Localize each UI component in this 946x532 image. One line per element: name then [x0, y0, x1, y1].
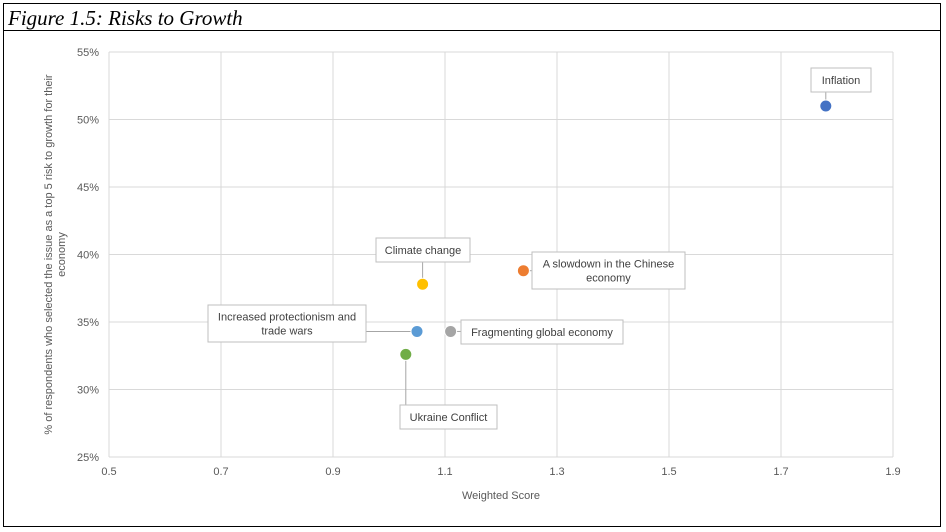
- data-label: Inflation: [822, 75, 861, 87]
- data-callout: A slowdown in the Chinese economy: [531, 251, 686, 290]
- data-callout: Increased protectionism and trade wars: [207, 304, 367, 343]
- scatter-point[interactable]: [516, 264, 530, 278]
- data-label: Climate change: [385, 245, 461, 257]
- scatter-point[interactable]: [416, 277, 430, 291]
- data-callouts: Inflation A slowdown in the Chinese econom…: [207, 67, 872, 430]
- y-tick-label: 55%: [77, 47, 99, 59]
- callout-box: [375, 237, 471, 263]
- scatter-point[interactable]: [444, 324, 458, 338]
- x-tick-label: 1.7: [773, 466, 788, 478]
- y-axis-title-line: % of respondents who selected the issue …: [43, 74, 55, 434]
- x-axis-title: Weighted Score: [462, 490, 540, 502]
- data-callout: Climate change: [375, 237, 471, 263]
- y-tick-label: 45%: [77, 182, 99, 194]
- data-callout: Inflation: [810, 67, 872, 93]
- data-label: Increased protectionism and: [218, 312, 356, 324]
- y-tick-label: 30%: [77, 385, 99, 397]
- callout-box: [460, 319, 624, 345]
- figure-title: Figure 1.5: Risks to Growth: [8, 6, 243, 30]
- data-points: [399, 99, 833, 361]
- x-tick-label: 1.5: [661, 466, 676, 478]
- x-tick-label: 0.9: [325, 466, 340, 478]
- gridlines: [108, 51, 894, 458]
- callout-box: [531, 251, 686, 290]
- y-tick-label: 50%: [77, 115, 99, 127]
- data-callout: Ukraine Conflict: [399, 404, 498, 430]
- figure-title-bar: Figure 1.5: Risks to Growth: [4, 4, 940, 31]
- y-axis-tick-labels: 25% 30% 35% 40% 45% 50% 55%: [77, 47, 99, 464]
- y-axis-title: % of respondents who selected the issue …: [43, 74, 68, 434]
- callout-box: [207, 304, 367, 343]
- x-tick-label: 0.5: [101, 466, 116, 478]
- figure-frame: Figure 1.5: Risks to Growth: [3, 3, 941, 527]
- x-axis-tick-labels: 0.5 0.7 0.9 1.1 1.3 1.5 1.7 1.9: [101, 466, 900, 478]
- callout-box: [810, 67, 872, 93]
- x-tick-label: 1.1: [437, 466, 452, 478]
- scatter-point[interactable]: [399, 347, 413, 361]
- y-tick-label: 40%: [77, 250, 99, 262]
- scatter-point[interactable]: [819, 99, 833, 113]
- x-tick-label: 1.9: [885, 466, 900, 478]
- data-label: trade wars: [261, 326, 313, 338]
- scatter-point[interactable]: [410, 324, 424, 338]
- y-axis-title-line: economy: [56, 232, 68, 277]
- data-label: economy: [586, 273, 631, 285]
- y-tick-label: 35%: [77, 317, 99, 329]
- data-callout: Fragmenting global economy: [460, 319, 624, 345]
- callout-box: [399, 404, 498, 430]
- x-tick-label: 1.3: [549, 466, 564, 478]
- data-label: A slowdown in the Chinese: [543, 259, 674, 271]
- x-tick-label: 0.7: [213, 466, 228, 478]
- y-tick-label: 25%: [77, 452, 99, 464]
- data-label: Fragmenting global economy: [471, 327, 613, 339]
- data-label: Ukraine Conflict: [410, 412, 488, 424]
